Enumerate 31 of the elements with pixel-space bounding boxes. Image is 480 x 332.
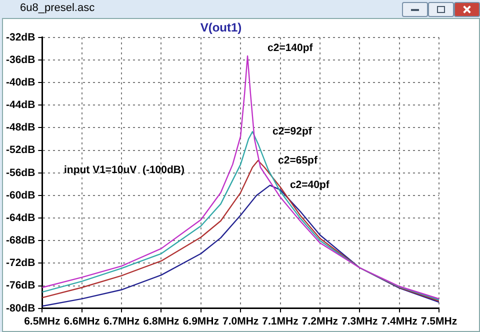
series-label: c2=40pf xyxy=(290,179,330,192)
text: 6u8_presel.asc xyxy=(20,2,95,14)
x-tick-label: 7.3MHz xyxy=(342,316,378,328)
y-tick-label: -44dB xyxy=(6,99,36,112)
x-tick-label: 7.2MHz xyxy=(302,316,338,328)
x-tick-label: 7.4MHz xyxy=(381,316,418,328)
y-tick-label: -72dB xyxy=(6,257,36,270)
y-tick-label: -76dB xyxy=(6,280,36,292)
x-tick-label: 6.6MHz xyxy=(64,316,100,328)
series-label: c2=140pf xyxy=(268,42,314,54)
y-tick-label: -68dB xyxy=(6,234,36,247)
y-tick-label: -32dB xyxy=(6,31,36,44)
y-tick-label: -48dB xyxy=(6,122,36,134)
y-tick-label: -40dB xyxy=(6,76,36,88)
y-tick-label: -60dB xyxy=(6,189,36,202)
y-tick-label: -80dB xyxy=(6,302,36,314)
y-tick-label: -56dB xyxy=(6,166,36,179)
x-tick-label: 7.5MHz xyxy=(420,316,458,328)
series-label: c2=92pf xyxy=(272,126,312,138)
x-tick-label: 6.5MHz xyxy=(24,316,60,328)
x-tick-label: 6.9MHz xyxy=(182,316,219,328)
series-label: c2=65pf xyxy=(278,154,318,166)
x-tick-label: 6.7MHz xyxy=(103,316,140,328)
x-tick-label: 6.8MHz xyxy=(143,316,180,328)
y-tick-label: -64dB xyxy=(6,212,36,224)
annotation: input V1=10uV (-100dB) xyxy=(64,164,184,176)
x-tick-label: 7.1MHz xyxy=(262,316,298,328)
chart-title: V(out1) xyxy=(200,20,242,35)
x-tick-label: 7.0MHz xyxy=(222,316,259,328)
y-tick-label: -36dB xyxy=(6,54,36,66)
y-tick-label: -52dB xyxy=(6,144,36,156)
